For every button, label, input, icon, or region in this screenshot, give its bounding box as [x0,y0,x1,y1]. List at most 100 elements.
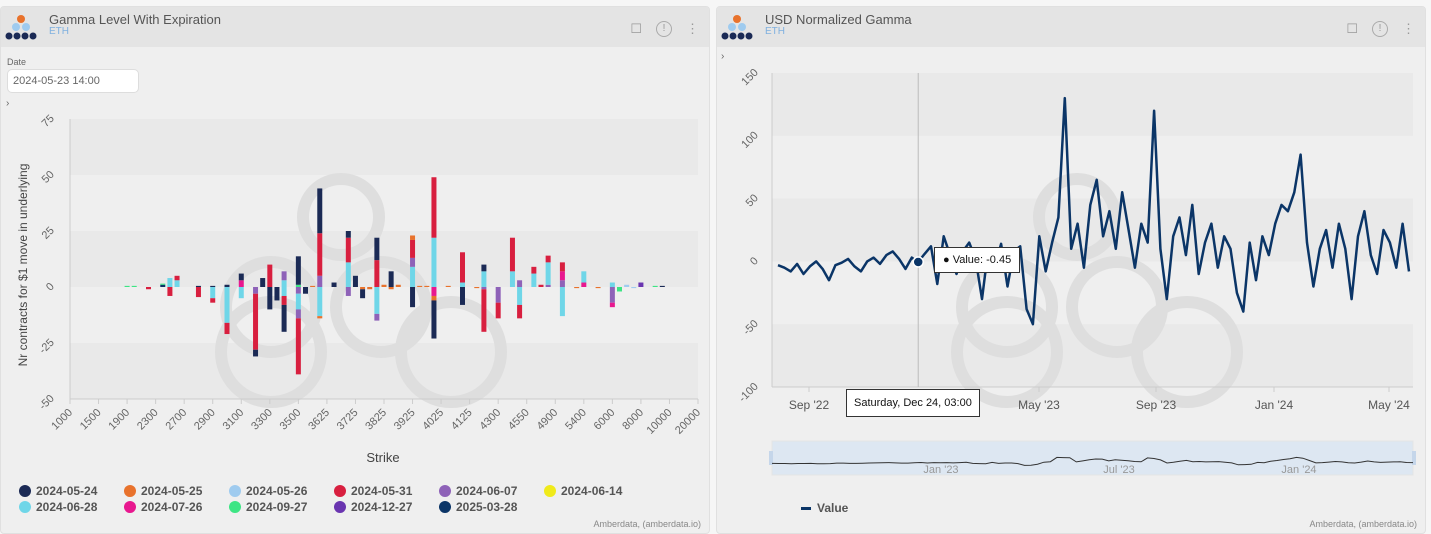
bookmark-icon[interactable]: ☐ [1346,21,1358,36]
navigator-handle-left [769,451,773,465]
legend-label: 2024-05-31 [351,484,413,498]
bar-segment [295,309,301,319]
legend-item[interactable]: 2024-05-24 [19,484,124,498]
bar-segment [295,256,301,285]
navigator-line [771,456,1414,466]
bar-segment [517,287,523,305]
bar-segment [295,284,301,287]
watermark-shape [395,296,507,408]
bar-segment [410,257,416,267]
legend-item[interactable]: 2024-09-27 [229,500,334,514]
legend-item[interactable]: 2024-06-14 [544,484,649,498]
panel-title: USD Normalized Gamma [765,12,912,27]
bar-segment [417,285,423,287]
credit[interactable]: Amberdata, (amberdata.io) [1309,519,1417,529]
bar-segment [374,287,380,314]
x-tick-label: 4900 [535,407,561,433]
chart-legend: 2024-05-24 2024-05-25 2024-05-26 2024-05-31… [19,484,679,514]
expand-chevron-icon[interactable]: › [721,51,725,62]
legend-item[interactable]: 2024-05-26 [229,484,334,498]
legend-item-value[interactable]: Value [801,501,848,515]
bar-segment [431,295,437,301]
bar-segment [388,271,394,287]
info-icon[interactable]: ! [656,21,672,37]
legend-label: 2024-07-26 [141,500,203,514]
legend-label: 2024-12-27 [351,500,413,514]
legend-item[interactable]: 2024-06-28 [19,500,124,514]
bar-segment [281,271,287,281]
bar-segment [352,275,358,287]
y-tick-label: 25 [40,225,57,242]
bar-segment [295,287,301,294]
x-tick-label: May '23 [1018,398,1060,412]
bar-segment [374,260,380,287]
usd-normalized-gamma-panel: USD Normalized Gamma ETH ☐ ! ⋮ › 150 100 5… [716,6,1426,534]
bar-segment [267,287,273,310]
legend-dot-icon [124,485,136,497]
legend-dot-icon [544,485,556,497]
legend-label: 2025-03-28 [456,500,518,514]
hover-marker [912,256,924,268]
bar-segment [210,287,216,299]
legend-dot-icon [439,501,451,513]
x-tick-label: 8000 [620,407,646,433]
y-tick-label: 0 [748,255,761,268]
legend-label: 2024-06-14 [561,484,623,498]
expand-chevron-icon[interactable]: › [6,98,10,109]
panel-title: Gamma Level With Expiration [49,12,221,27]
legend-dot-icon [124,501,136,513]
bookmark-icon[interactable]: ☐ [630,21,642,36]
legend-item[interactable]: 2024-07-26 [124,500,229,514]
bar-segment [195,285,201,287]
bar-segment [253,293,259,350]
bar-segment [253,349,259,357]
bar-segment [295,293,301,310]
bar-segment [167,278,173,287]
legend-dot-icon [229,501,241,513]
legend-label: 2024-06-28 [36,500,98,514]
legend-item[interactable]: 2025-03-28 [439,500,544,514]
info-icon[interactable]: ! [1372,21,1388,37]
y-tick-label: 0 [44,281,57,294]
bar-segment [638,282,644,287]
gamma-bar-chart: 75 50 25 0 -25 -50 Nr contracts for $1 move in… [16,113,703,465]
x-tick-label: 3625 [306,407,332,433]
x-tick-label: 5400 [563,407,589,433]
bar-segment [495,302,501,319]
navigator-handle-right [1412,451,1416,465]
bar-segment [281,280,287,287]
bar-segment [345,237,351,263]
legend-item[interactable]: 2024-12-27 [334,500,439,514]
gamma-line-chart[interactable]: 150 100 50 0 -50 -100 Sep '22 May '23 Sep '23 Jan… [717,7,1426,534]
more-vert-icon[interactable]: ⋮ [1402,21,1415,36]
tooltip-date: Saturday, Dec 24, 03:00 [846,389,980,417]
bar-segment [545,262,551,285]
bar-segment [317,275,323,287]
bar-segment [559,280,565,287]
grid-band [70,119,698,175]
bar-segment [659,285,665,287]
bar-segment [374,237,380,261]
x-tick-label: 3825 [363,407,389,433]
bar-segment [581,282,587,287]
bar-segment [253,287,259,294]
date-input[interactable] [7,69,139,93]
bar-segment [424,285,430,287]
bar-segment [195,287,201,298]
legend-item[interactable]: 2024-05-25 [124,484,229,498]
legend-dot-icon [19,485,31,497]
x-tick-label: Sep '23 [1136,398,1177,412]
bar-segment [517,280,523,287]
x-tick-label: 1900 [106,407,132,433]
bar-segment [517,304,523,319]
bar-segment [574,287,580,289]
more-vert-icon[interactable]: ⋮ [686,21,699,36]
bar-segment [174,280,180,287]
x-tick-label: 10000 [644,407,674,437]
bar-segment [538,284,544,287]
credit[interactable]: Amberdata, (amberdata.io) [593,519,701,529]
legend-item[interactable]: 2024-05-31 [334,484,439,498]
bar-segment [481,289,487,332]
bar-segment [317,233,323,276]
legend-item[interactable]: 2024-06-07 [439,484,544,498]
